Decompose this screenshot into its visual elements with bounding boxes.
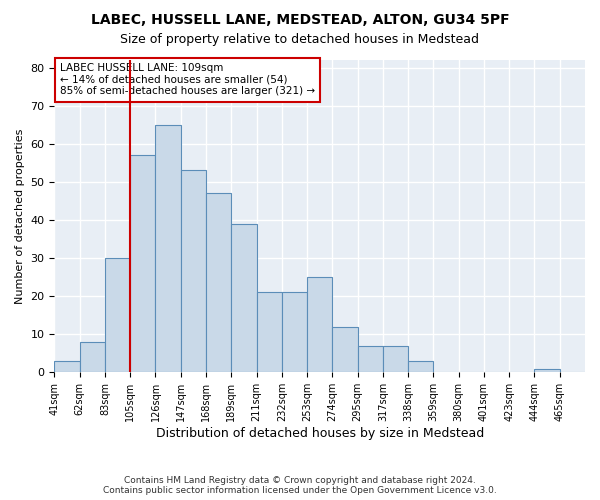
Bar	[206, 194, 231, 372]
Text: Contains HM Land Registry data © Crown copyright and database right 2024.
Contai: Contains HM Land Registry data © Crown c…	[103, 476, 497, 495]
Bar	[155, 125, 181, 372]
Text: LABEC, HUSSELL LANE, MEDSTEAD, ALTON, GU34 5PF: LABEC, HUSSELL LANE, MEDSTEAD, ALTON, GU…	[91, 12, 509, 26]
Text: Size of property relative to detached houses in Medstead: Size of property relative to detached ho…	[121, 32, 479, 46]
Bar	[307, 277, 332, 372]
Bar	[257, 292, 282, 372]
Bar	[408, 361, 433, 372]
Text: LABEC HUSSELL LANE: 109sqm
← 14% of detached houses are smaller (54)
85% of semi: LABEC HUSSELL LANE: 109sqm ← 14% of deta…	[60, 63, 315, 96]
Bar	[332, 326, 358, 372]
Y-axis label: Number of detached properties: Number of detached properties	[15, 128, 25, 304]
Bar	[130, 155, 155, 372]
Bar	[55, 361, 80, 372]
Bar	[181, 170, 206, 372]
X-axis label: Distribution of detached houses by size in Medstead: Distribution of detached houses by size …	[155, 427, 484, 440]
Bar	[535, 368, 560, 372]
Bar	[80, 342, 105, 372]
Bar	[231, 224, 257, 372]
Bar	[105, 258, 130, 372]
Bar	[383, 346, 408, 372]
Bar	[282, 292, 307, 372]
Bar	[358, 346, 383, 372]
